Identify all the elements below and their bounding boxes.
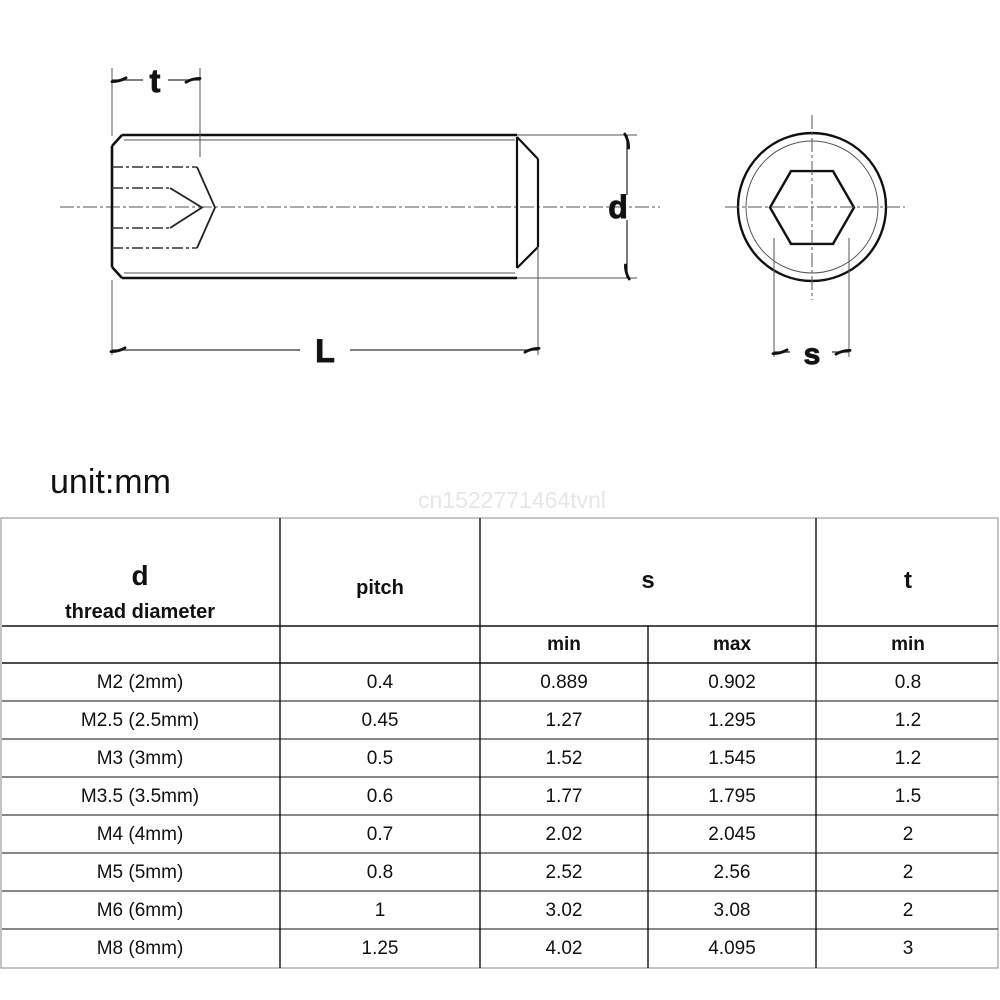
svg-text:M6 (6mm): M6 (6mm) bbox=[97, 900, 184, 921]
svg-text:0.8: 0.8 bbox=[367, 862, 393, 883]
svg-text:2.02: 2.02 bbox=[546, 824, 583, 845]
svg-text:1.295: 1.295 bbox=[708, 710, 756, 731]
svg-text:M4 (4mm): M4 (4mm) bbox=[97, 824, 184, 845]
svg-text:M2 (2mm): M2 (2mm) bbox=[97, 672, 184, 693]
svg-text:0.8: 0.8 bbox=[895, 672, 921, 693]
svg-text:pitch: pitch bbox=[356, 577, 404, 599]
svg-text:1.52: 1.52 bbox=[546, 748, 583, 769]
svg-text:min: min bbox=[547, 634, 581, 655]
svg-text:3: 3 bbox=[903, 938, 914, 959]
svg-text:0.45: 0.45 bbox=[362, 710, 399, 731]
svg-text:0.4: 0.4 bbox=[367, 672, 394, 693]
svg-text:1.27: 1.27 bbox=[546, 710, 583, 731]
svg-text:2: 2 bbox=[903, 900, 914, 921]
svg-text:0.902: 0.902 bbox=[708, 672, 756, 693]
svg-text:1.2: 1.2 bbox=[895, 710, 921, 731]
svg-text:1.5: 1.5 bbox=[895, 786, 921, 807]
svg-text:2.045: 2.045 bbox=[708, 824, 756, 845]
svg-text:s: s bbox=[641, 567, 654, 594]
svg-text:1.25: 1.25 bbox=[362, 938, 399, 959]
svg-text:1: 1 bbox=[375, 900, 386, 921]
svg-text:d: d bbox=[608, 189, 628, 225]
svg-text:t: t bbox=[904, 567, 912, 594]
svg-text:3.02: 3.02 bbox=[546, 900, 583, 921]
svg-text:2: 2 bbox=[903, 824, 914, 845]
svg-text:1.77: 1.77 bbox=[546, 786, 583, 807]
svg-text:1.545: 1.545 bbox=[708, 748, 756, 769]
svg-text:thread diameter: thread diameter bbox=[65, 601, 215, 623]
svg-text:M3.5 (3.5mm): M3.5 (3.5mm) bbox=[81, 786, 199, 807]
svg-text:M5 (5mm): M5 (5mm) bbox=[97, 862, 184, 883]
svg-text:4.02: 4.02 bbox=[546, 938, 583, 959]
svg-text:max: max bbox=[713, 634, 751, 655]
svg-text:4.095: 4.095 bbox=[708, 938, 756, 959]
svg-text:0.6: 0.6 bbox=[367, 786, 393, 807]
svg-text:1.2: 1.2 bbox=[895, 748, 921, 769]
svg-text:min: min bbox=[891, 634, 925, 655]
svg-text:2.52: 2.52 bbox=[546, 862, 583, 883]
svg-text:1.795: 1.795 bbox=[708, 786, 756, 807]
svg-text:t: t bbox=[150, 63, 161, 99]
svg-text:2: 2 bbox=[903, 862, 914, 883]
svg-text:2.56: 2.56 bbox=[714, 862, 751, 883]
svg-text:unit:mm: unit:mm bbox=[50, 463, 171, 501]
svg-text:s: s bbox=[804, 338, 821, 371]
svg-text:M8 (8mm): M8 (8mm) bbox=[97, 938, 184, 959]
svg-text:0.889: 0.889 bbox=[540, 672, 588, 693]
svg-text:d: d bbox=[131, 560, 148, 591]
svg-text:0.5: 0.5 bbox=[367, 748, 393, 769]
svg-text:M3 (3mm): M3 (3mm) bbox=[97, 748, 184, 769]
svg-text:M2.5 (2.5mm): M2.5 (2.5mm) bbox=[81, 710, 199, 731]
svg-text:cn1522771464tvnl: cn1522771464tvnl bbox=[418, 487, 606, 513]
svg-text:0.7: 0.7 bbox=[367, 824, 393, 845]
svg-text:3.08: 3.08 bbox=[714, 900, 751, 921]
svg-text:L: L bbox=[315, 333, 335, 369]
